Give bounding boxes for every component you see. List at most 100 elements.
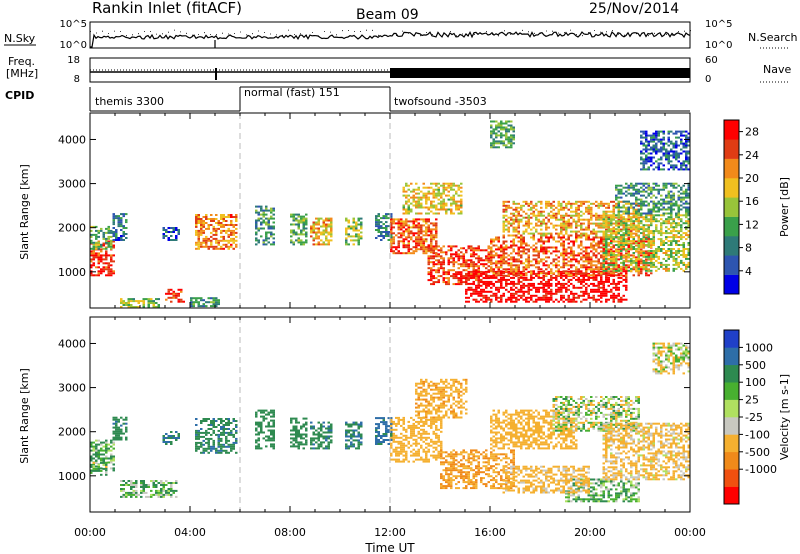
heatmap-cell <box>560 296 563 299</box>
heatmap-cell <box>392 246 395 249</box>
heatmap-cell <box>500 246 503 249</box>
heatmap-cell <box>540 250 543 253</box>
heatmap-cell <box>672 144 675 147</box>
heatmap-cell <box>512 130 515 133</box>
heatmap-cell <box>227 247 230 250</box>
heatmap-cell <box>545 240 548 243</box>
heatmap-cell <box>570 250 573 253</box>
heatmap-cell <box>437 212 440 215</box>
heatmap-cell <box>202 222 205 224</box>
heatmap-cell <box>512 256 515 259</box>
heatmap-cell <box>352 243 355 246</box>
heatmap-cell <box>550 222 553 225</box>
heatmap-cell <box>467 265 470 268</box>
heatmap-cell <box>412 224 415 227</box>
heatmap-cell <box>457 186 460 189</box>
heatmap-cell <box>522 282 525 285</box>
heatmap-cell <box>467 296 470 299</box>
heatmap-cell <box>680 218 683 221</box>
heatmap-cell <box>515 244 518 247</box>
heatmap-cell <box>555 246 558 249</box>
heatmap-cell <box>637 210 640 213</box>
heatmap-cell <box>585 200 588 203</box>
heatmap-cell <box>615 194 618 197</box>
heatmap-cell <box>612 204 615 207</box>
heatmap-cell <box>492 256 495 259</box>
heatmap-cell <box>327 225 330 228</box>
heatmap-cell <box>512 208 515 211</box>
heatmap-cell <box>315 223 318 226</box>
heatmap-cell <box>90 463 93 466</box>
heatmap-cell <box>120 239 123 241</box>
heatmap-cell <box>490 248 493 251</box>
heatmap-cell <box>190 299 193 302</box>
heatmap-cell <box>605 236 608 239</box>
heatmap-cell <box>637 188 640 191</box>
heatmap-cell <box>572 296 575 299</box>
heatmap-cell <box>645 230 648 233</box>
heatmap-cell <box>502 246 505 249</box>
heatmap-cell <box>680 162 683 165</box>
heatmap-cell <box>677 224 680 227</box>
heatmap-cell <box>377 225 380 228</box>
heatmap-cell <box>117 438 120 441</box>
heatmap-cell <box>270 215 273 218</box>
heatmap-cell <box>675 242 678 244</box>
heatmap-cell <box>567 280 570 283</box>
heatmap-cell <box>630 204 633 207</box>
heatmap-cell <box>387 217 390 220</box>
heatmap-cell <box>90 270 93 273</box>
heatmap-cell <box>447 186 450 189</box>
heatmap-cell <box>650 222 653 225</box>
heatmap-cell <box>262 227 265 230</box>
heatmap-cell <box>567 236 570 239</box>
heatmap-cell <box>325 243 328 246</box>
heatmap-cell <box>490 254 493 257</box>
heatmap-cell <box>200 243 203 246</box>
heatmap-cell <box>547 270 550 273</box>
heatmap-cell <box>512 258 515 261</box>
heatmap-cell <box>537 266 540 269</box>
heatmap-cell <box>605 274 608 277</box>
heatmap-cell <box>635 232 638 235</box>
heatmap-cell <box>570 216 573 219</box>
heatmap-cell <box>420 204 423 207</box>
heatmap-cell <box>542 276 545 279</box>
heatmap-cell <box>420 242 423 245</box>
heatmap-cell <box>112 455 115 458</box>
heatmap-cell <box>397 226 400 229</box>
heatmap-cell <box>622 266 625 269</box>
heatmap-cell <box>612 240 615 243</box>
heatmap-cell <box>660 265 663 268</box>
heatmap-cell <box>270 225 273 228</box>
heatmap-cell <box>215 214 218 216</box>
heatmap-cell <box>502 142 505 145</box>
heatmap-cell <box>465 296 468 299</box>
heatmap-cell <box>630 186 633 189</box>
heatmap-cell <box>405 208 408 211</box>
heatmap-cell <box>532 204 535 207</box>
heatmap-cell <box>390 213 393 216</box>
heatmap-cell <box>465 269 468 272</box>
heatmap-cell <box>175 239 178 241</box>
heatmap-cell <box>327 243 330 246</box>
heatmap-cell <box>505 220 508 223</box>
heatmap-cell <box>110 241 113 244</box>
heatmap-cell <box>652 144 655 147</box>
heatmap-cell <box>112 441 115 444</box>
heatmap-cell <box>622 238 625 241</box>
heatmap-cell <box>202 239 205 242</box>
heatmap-cell <box>432 283 435 286</box>
heatmap-cell <box>685 220 688 223</box>
heatmap-cell <box>447 271 450 274</box>
heatmap-cell <box>220 218 223 220</box>
heatmap-cell <box>662 164 665 167</box>
heatmap-cell <box>205 239 208 242</box>
heatmap-cell <box>120 302 123 304</box>
heatmap-cell <box>355 233 358 236</box>
heatmap-cell <box>545 250 548 253</box>
heatmap-cell <box>105 461 108 464</box>
heatmap-cell <box>430 271 433 274</box>
heatmap-cell <box>575 266 578 269</box>
